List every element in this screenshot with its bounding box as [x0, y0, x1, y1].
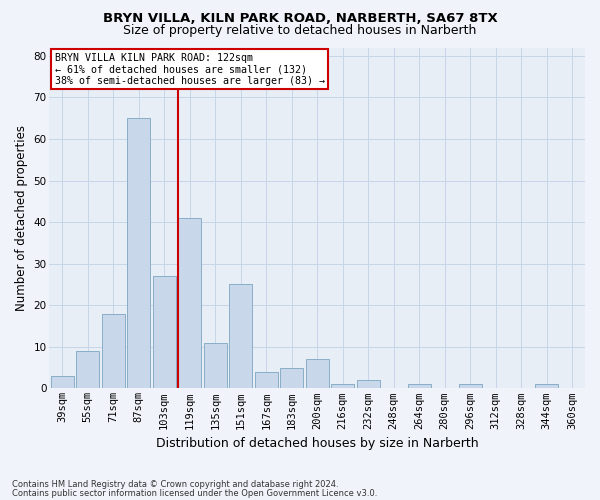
Bar: [229, 284, 252, 389]
Bar: [76, 351, 99, 389]
Text: Size of property relative to detached houses in Narberth: Size of property relative to detached ho…: [124, 24, 476, 37]
Bar: [204, 342, 227, 388]
Text: Contains public sector information licensed under the Open Government Licence v3: Contains public sector information licen…: [12, 489, 377, 498]
Bar: [102, 314, 125, 388]
Bar: [178, 218, 201, 388]
Bar: [535, 384, 558, 388]
Bar: [51, 376, 74, 388]
Bar: [357, 380, 380, 388]
Y-axis label: Number of detached properties: Number of detached properties: [15, 125, 28, 311]
Bar: [280, 368, 303, 388]
Text: BRYN VILLA, KILN PARK ROAD, NARBERTH, SA67 8TX: BRYN VILLA, KILN PARK ROAD, NARBERTH, SA…: [103, 12, 497, 26]
Bar: [306, 360, 329, 388]
Bar: [255, 372, 278, 388]
X-axis label: Distribution of detached houses by size in Narberth: Distribution of detached houses by size …: [156, 437, 479, 450]
Bar: [127, 118, 150, 388]
Bar: [459, 384, 482, 388]
Bar: [331, 384, 354, 388]
Text: Contains HM Land Registry data © Crown copyright and database right 2024.: Contains HM Land Registry data © Crown c…: [12, 480, 338, 489]
Bar: [153, 276, 176, 388]
Bar: [408, 384, 431, 388]
Text: BRYN VILLA KILN PARK ROAD: 122sqm
← 61% of detached houses are smaller (132)
38%: BRYN VILLA KILN PARK ROAD: 122sqm ← 61% …: [55, 52, 325, 86]
